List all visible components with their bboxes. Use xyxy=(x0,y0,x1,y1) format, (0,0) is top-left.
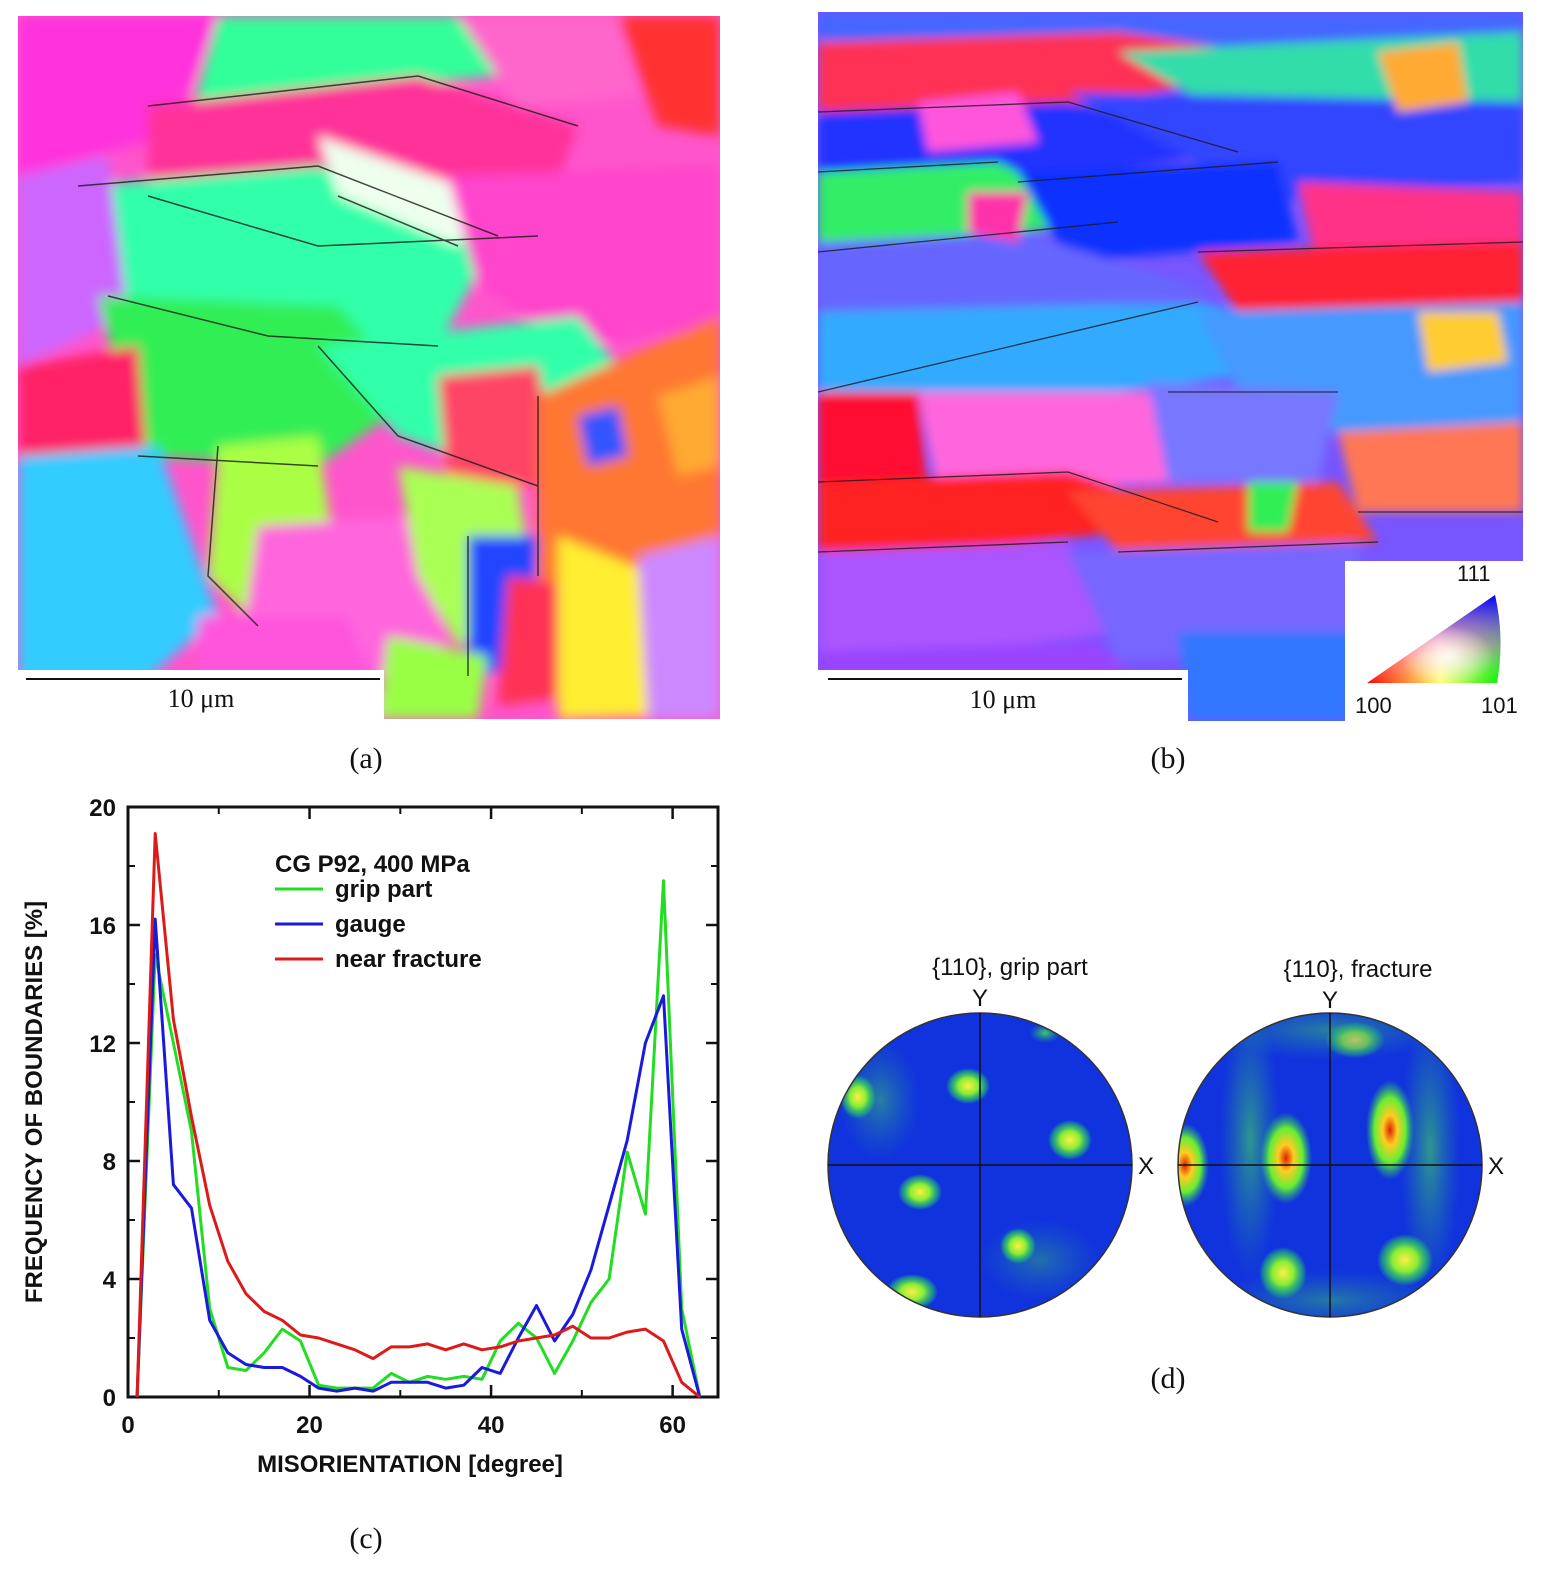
x-tick-label: 60 xyxy=(659,1412,686,1439)
y-tick-label: 8 xyxy=(103,1149,116,1176)
legend-title: CG P92, 400 MPa xyxy=(275,851,470,878)
series-line-near-fracture xyxy=(135,832,701,1399)
x-tick-label: 0 xyxy=(121,1412,134,1439)
legend-label-near-fracture: near fracture xyxy=(335,946,482,973)
ebsd-map-b: 10 μm xyxy=(818,12,1523,721)
y-tick-label: 12 xyxy=(89,1031,116,1058)
scale-bar-a xyxy=(26,678,380,680)
ipf-label-101: 101 xyxy=(1481,693,1518,718)
series-line-grip-part xyxy=(135,879,702,1398)
ipf-triangle: 111 100 101 xyxy=(1355,561,1518,718)
y-tick-label: 4 xyxy=(103,1267,117,1294)
chart-series xyxy=(135,832,702,1399)
scale-bar-label-a: 10 μm xyxy=(167,684,235,713)
y-tick-label: 20 xyxy=(89,795,116,822)
ipf-label-100: 100 xyxy=(1355,693,1392,718)
chart-ticks: 0 4 8 12 16 20 0 20 40 60 xyxy=(89,795,718,1439)
x-axis-label: MISORIENTATION [degree] xyxy=(257,1451,563,1478)
pole-figure-axis-x-grip: X xyxy=(1138,1153,1154,1180)
scale-bar-b xyxy=(828,678,1182,680)
pole-figure-title-grip: {110}, grip part xyxy=(932,954,1088,981)
ipf-color-key: 111 100 101 xyxy=(1345,561,1523,721)
ebsd-map-b-image xyxy=(818,12,1523,721)
y-tick-label: 0 xyxy=(103,1385,116,1412)
panel-label-b: (b) xyxy=(1150,742,1186,775)
ebsd-map-a: 10 μm xyxy=(18,16,720,719)
panel-label-a: (a) xyxy=(349,742,383,775)
legend-label-gauge: gauge xyxy=(335,911,406,938)
pole-figure-fracture: {110}, fracture Y X xyxy=(1177,956,1504,1318)
pole-figure-axis-x-fracture: X xyxy=(1488,1153,1504,1180)
x-tick-label: 40 xyxy=(478,1412,505,1439)
pole-figure-title-fracture: {110}, fracture xyxy=(1284,956,1433,983)
panel-label-c: (c) xyxy=(349,1522,383,1555)
y-tick-label: 16 xyxy=(89,913,116,940)
ebsd-map-a-image xyxy=(18,16,720,719)
chart-legend: grip part gauge near fracture xyxy=(275,876,482,973)
panel-label-d: (d) xyxy=(1150,1362,1186,1395)
pole-figure-grip-part: {110}, grip part Y X xyxy=(827,954,1154,1318)
pole-figure-axis-y-fracture: Y xyxy=(1322,987,1338,1014)
legend-label-grip-part: grip part xyxy=(335,876,432,903)
pole-figures: {110}, grip part Y X {110}, fracture Y xyxy=(827,954,1504,1318)
scale-bar-label-b: 10 μm xyxy=(969,685,1037,714)
misorientation-chart: 0 4 8 12 16 20 0 20 40 60 FREQUENCY OF BOUNDARIES… xyxy=(21,795,720,1478)
pole-figure-axis-y-grip: Y xyxy=(972,985,988,1012)
series-line-gauge xyxy=(135,917,702,1398)
y-axis-label: FREQUENCY OF BOUNDARIES [%] xyxy=(21,901,48,1303)
ipf-label-111: 111 xyxy=(1457,561,1490,586)
x-tick-label: 20 xyxy=(296,1412,323,1439)
